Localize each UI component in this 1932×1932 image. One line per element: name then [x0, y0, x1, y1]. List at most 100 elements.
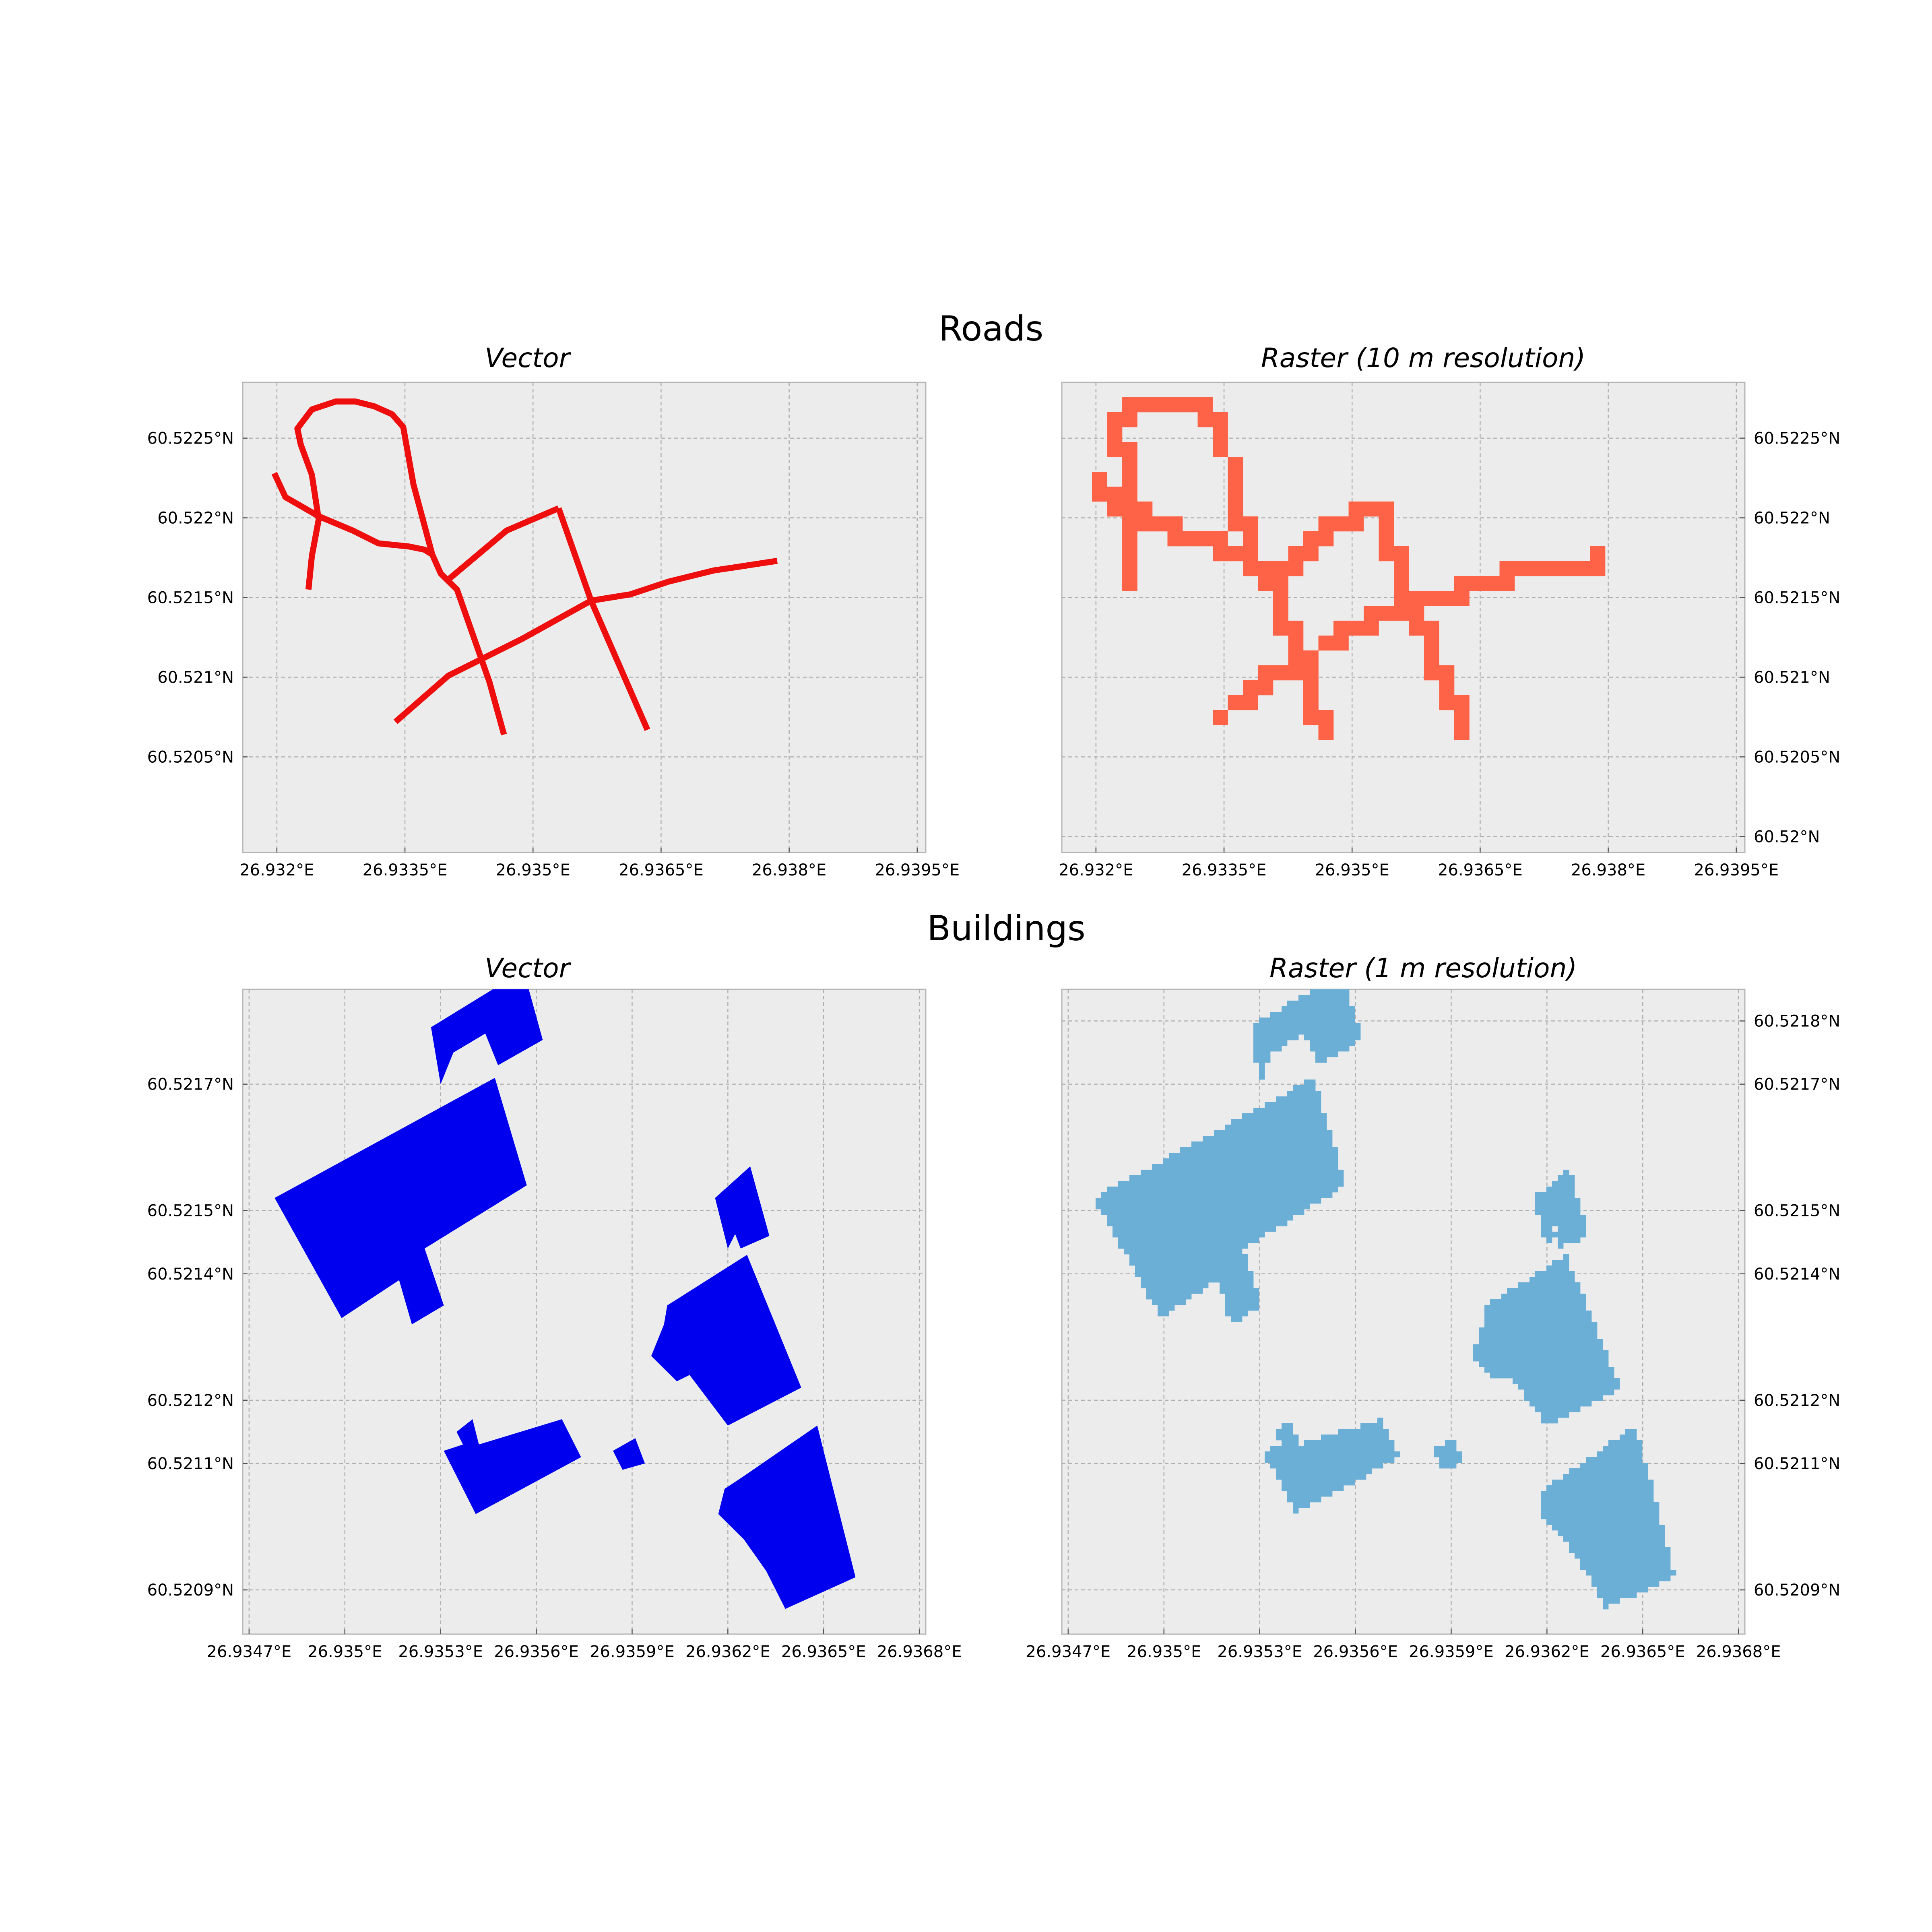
building-raster-cell — [1321, 1446, 1327, 1452]
building-raster-cell — [1513, 1333, 1519, 1339]
building-raster-cell — [1287, 1119, 1293, 1125]
building-raster-cell — [1298, 1141, 1305, 1148]
building-raster-cell — [1208, 1192, 1214, 1198]
building-raster-cell — [1591, 1542, 1598, 1548]
building-raster-cell — [1152, 1220, 1158, 1226]
building-raster-cell — [1569, 1226, 1575, 1232]
building-raster-cell — [1101, 1209, 1107, 1215]
building-raster-cell — [1220, 1192, 1226, 1198]
building-raster-cell — [1648, 1496, 1654, 1503]
building-raster-cell — [1310, 1485, 1316, 1491]
x-tick-label: 26.9335°E — [363, 861, 448, 879]
building-raster-cell — [1541, 1361, 1547, 1367]
building-raster-cell — [1513, 1322, 1519, 1328]
building-raster-cell — [1242, 1299, 1248, 1305]
building-raster-cell — [1208, 1271, 1214, 1277]
building-raster-cell — [1208, 1164, 1214, 1170]
building-raster-cell — [1321, 1113, 1327, 1119]
building-raster-cell — [1208, 1237, 1214, 1243]
building-raster-cell — [1591, 1344, 1598, 1350]
building-raster-cell — [1597, 1350, 1603, 1356]
road-raster-cell — [1122, 502, 1137, 517]
building-raster-cell — [1113, 1209, 1119, 1215]
building-raster-cell — [1625, 1564, 1631, 1570]
building-raster-cell — [1197, 1220, 1203, 1226]
building-raster-cell — [1338, 1451, 1344, 1457]
building-raster-cell — [1242, 1198, 1248, 1204]
building-raster-cell — [1518, 1299, 1524, 1305]
building-raster-cell — [1321, 1130, 1327, 1136]
building-raster-cell — [1315, 1051, 1321, 1057]
building-raster-cell — [1597, 1547, 1603, 1553]
building-raster-cell — [1129, 1243, 1135, 1249]
building-raster-cell — [1287, 1108, 1293, 1114]
building-raster-cell — [1344, 1029, 1350, 1035]
road-raster-cell — [1107, 442, 1123, 457]
building-raster-cell — [1338, 1457, 1344, 1463]
building-raster-cell — [1298, 1023, 1305, 1029]
building-raster-cell — [1270, 1198, 1276, 1204]
building-raster-cell — [1242, 1226, 1248, 1232]
building-raster-cell — [1186, 1203, 1192, 1210]
building-raster-cell — [1270, 1130, 1276, 1136]
building-raster-cell — [1191, 1237, 1197, 1243]
building-raster-cell — [1625, 1429, 1631, 1435]
building-raster-cell — [1349, 1023, 1355, 1029]
building-raster-cell — [1597, 1480, 1603, 1486]
building-raster-cell — [1276, 1023, 1282, 1029]
road-raster-cell — [1379, 531, 1394, 547]
building-raster-cell — [1214, 1265, 1220, 1271]
building-raster-cell — [1496, 1333, 1502, 1339]
building-raster-cell — [1563, 1209, 1569, 1215]
building-raster-cell — [1332, 1468, 1338, 1474]
building-raster-cell — [1214, 1136, 1220, 1142]
building-raster-cell — [1541, 1496, 1547, 1503]
road-raster-cell — [1379, 546, 1394, 561]
building-raster-cell — [1287, 1158, 1293, 1164]
building-raster-cell — [1231, 1130, 1237, 1136]
building-raster-cell — [1490, 1305, 1496, 1311]
building-raster-cell — [1563, 1513, 1569, 1519]
building-raster-cell — [1586, 1525, 1592, 1531]
building-raster-cell — [1293, 1181, 1299, 1187]
building-raster-cell — [1248, 1282, 1254, 1288]
road-raster-cell — [1243, 680, 1258, 696]
building-raster-cell — [1265, 1130, 1271, 1136]
building-raster-cell — [1546, 1502, 1552, 1508]
x-tick-label: 26.9365°E — [619, 861, 704, 879]
building-raster-cell — [1552, 1480, 1558, 1486]
building-raster-cell — [1541, 1384, 1547, 1390]
building-raster-cell — [1242, 1232, 1248, 1238]
building-raster-cell — [1276, 1164, 1282, 1170]
building-raster-cell — [1214, 1249, 1220, 1255]
building-raster-cell — [1276, 1136, 1282, 1142]
building-raster-cell — [1146, 1277, 1152, 1283]
building-raster-cell — [1653, 1564, 1660, 1570]
building-raster-cell — [1236, 1130, 1243, 1136]
building-raster-cell — [1259, 1130, 1265, 1136]
building-raster-cell — [1225, 1170, 1231, 1176]
road-raster-cell — [1258, 680, 1274, 696]
building-raster-cell — [1163, 1175, 1169, 1181]
road-raster-cell — [1288, 650, 1304, 666]
building-raster-cell — [1282, 1130, 1288, 1136]
building-raster-cell — [1321, 1451, 1327, 1457]
building-raster-cell — [1186, 1220, 1192, 1226]
building-raster-cell — [1586, 1468, 1592, 1474]
building-raster-cell — [1614, 1485, 1620, 1491]
building-raster-cell — [1197, 1215, 1203, 1221]
building-raster-cell — [1141, 1187, 1147, 1193]
building-raster-cell — [1163, 1215, 1169, 1221]
building-raster-cell — [1349, 1480, 1355, 1486]
building-raster-cell — [1141, 1232, 1147, 1238]
building-raster-cell — [1327, 1451, 1333, 1457]
building-raster-cell — [1293, 1029, 1299, 1035]
building-raster-cell — [1253, 1046, 1259, 1052]
building-raster-cell — [1253, 1192, 1259, 1198]
building-raster-cell — [1304, 1491, 1310, 1497]
building-raster-cell — [1152, 1265, 1158, 1271]
building-raster-cell — [1152, 1243, 1158, 1249]
building-raster-cell — [1113, 1232, 1119, 1238]
building-raster-cell — [1637, 1491, 1643, 1497]
building-raster-cell — [1327, 1006, 1333, 1012]
